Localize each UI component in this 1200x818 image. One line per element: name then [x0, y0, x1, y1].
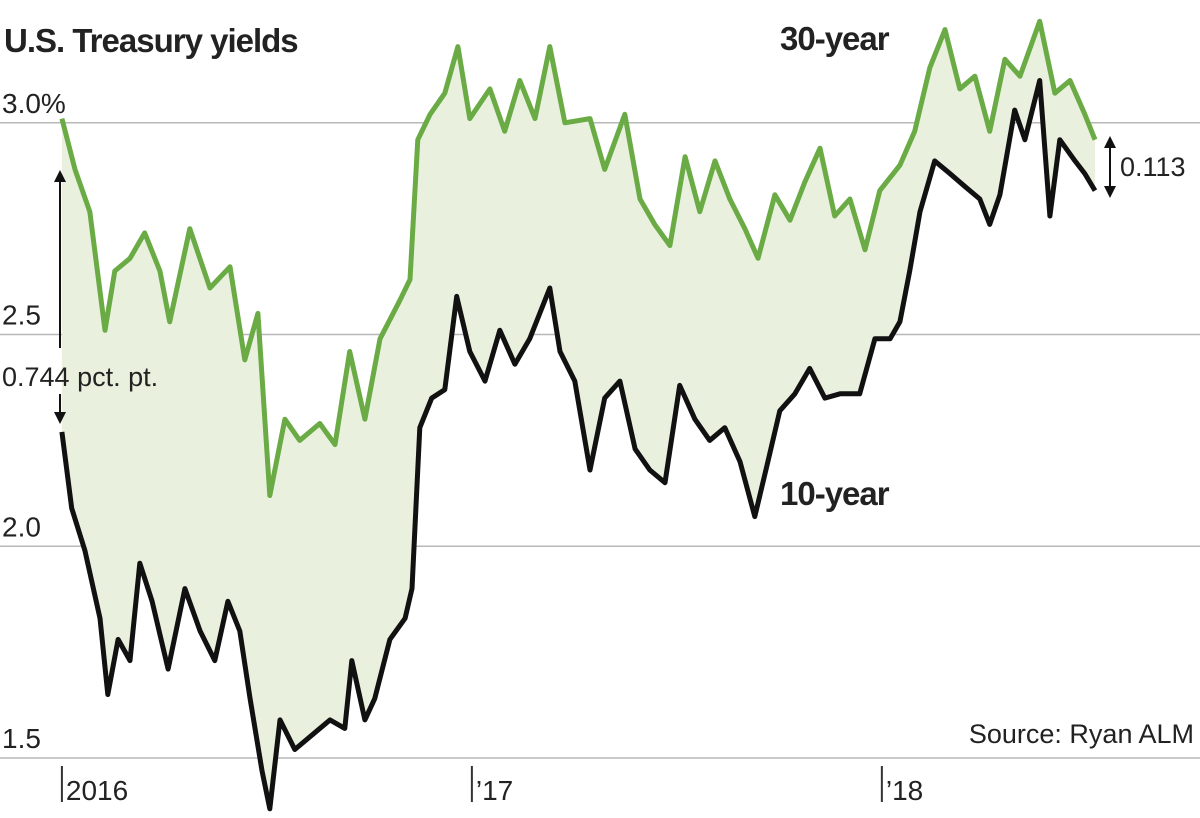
series-label: 30-year: [780, 20, 890, 57]
x-tick-label: ’18: [886, 775, 923, 806]
chart-title: U.S. Treasury yields: [4, 22, 298, 59]
y-tick-label: 3.0%: [2, 88, 66, 119]
annotation: 0.113: [1120, 152, 1186, 182]
series-label: 10-year: [780, 475, 890, 512]
x-tick-label: ’17: [476, 775, 513, 806]
x-tick-label: 2016: [66, 775, 128, 806]
source: Source: Ryan ALM: [969, 719, 1194, 749]
spread-area: [61, 21, 1096, 809]
y-tick-label: 2.5: [2, 300, 41, 331]
spread-arrow: [54, 136, 1116, 424]
annotation: 0.744 pct. pt.: [2, 362, 158, 392]
series-line: [59, 18, 1098, 498]
y-tick-label: 1.5: [2, 723, 41, 754]
y-tick-label: 2.0: [2, 511, 41, 542]
lines: [59, 18, 1098, 812]
series-line: [59, 78, 1098, 812]
